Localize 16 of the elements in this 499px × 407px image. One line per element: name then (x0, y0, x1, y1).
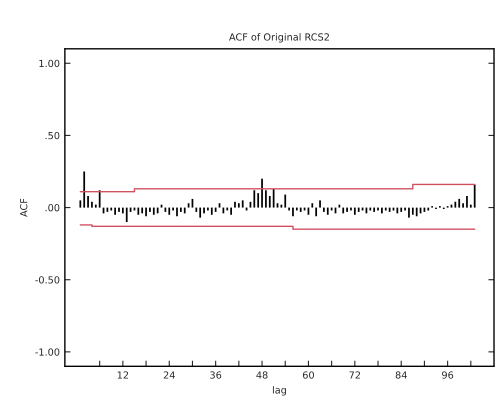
x-tick-label: 24 (164, 371, 175, 379)
y-tick-label: .50 (46, 132, 60, 140)
x-axis-title: lag (272, 386, 286, 396)
x-tick-label: 60 (302, 371, 314, 379)
x-tick-label: 48 (256, 371, 268, 379)
y-axis-title: ACF (20, 198, 28, 217)
x-tick-label: 36 (210, 371, 222, 379)
x-tick-label: 84 (396, 371, 407, 379)
y-tick-label: .00 (46, 204, 60, 212)
x-tick-label: 72 (349, 371, 360, 379)
x-tick-label: 96 (442, 371, 454, 379)
y-tick-label: -0.50 (35, 276, 60, 284)
y-tick-label: 1.00 (39, 60, 60, 68)
x-tick-label: 12 (118, 371, 128, 379)
y-tick-label: -1.00 (35, 348, 60, 356)
chart-title: ACF of Original RCS2 (229, 33, 329, 43)
